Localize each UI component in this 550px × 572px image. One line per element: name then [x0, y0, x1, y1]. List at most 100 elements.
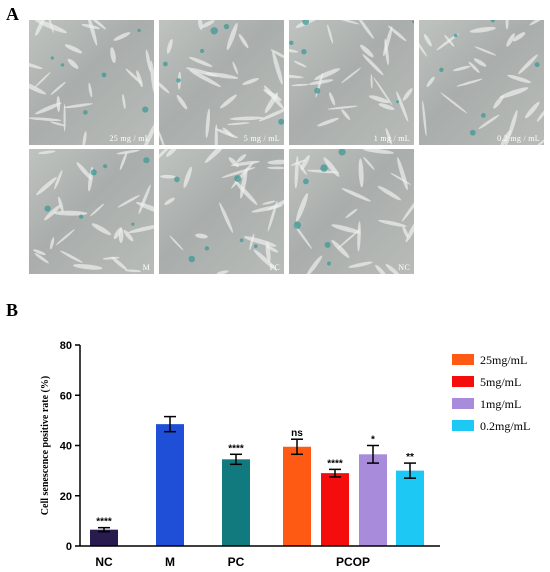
cell-shape — [81, 23, 101, 30]
cell-shape — [29, 117, 62, 122]
legend-label: 25mg/mL — [480, 353, 527, 367]
stained-cell — [204, 246, 210, 251]
stained-cell — [439, 67, 444, 72]
bar-5mg/mL — [321, 473, 349, 546]
cell-shape — [362, 149, 394, 154]
cell-shape — [401, 193, 414, 222]
bar-0.2mg/mL — [396, 470, 424, 546]
cell-shape — [436, 33, 459, 51]
stained-cell — [289, 40, 294, 45]
bar-PC — [222, 459, 250, 546]
cell-shape — [58, 196, 64, 213]
stained-cell — [320, 164, 328, 172]
cell-shape — [60, 250, 83, 263]
cell-shape — [229, 116, 264, 121]
cell-shape — [34, 72, 51, 88]
stained-cell — [338, 149, 346, 156]
y-tick-label: 20 — [60, 491, 72, 503]
cell-shape — [183, 166, 192, 188]
cell-shape — [291, 83, 310, 87]
cell-shape — [49, 121, 66, 127]
cell-shape — [234, 180, 258, 206]
cell-texture — [419, 20, 544, 145]
stained-cell — [50, 56, 54, 60]
cell-shape — [113, 32, 131, 41]
stained-cell — [103, 164, 108, 169]
micrograph-1mg: 1 mg / mL — [289, 20, 414, 145]
cell-shape — [508, 110, 518, 139]
cell-shape — [289, 48, 299, 53]
cell-shape — [36, 176, 57, 196]
cell-shape — [505, 20, 509, 30]
cell-shape — [63, 103, 93, 109]
cell-shape — [119, 151, 128, 171]
cell-shape — [272, 51, 283, 85]
cell-shape — [473, 58, 487, 67]
cell-shape — [296, 193, 308, 222]
cell-shape — [123, 229, 134, 242]
legend-label: 5mg/mL — [480, 375, 521, 389]
cell-shape — [329, 92, 336, 106]
cell-shape — [397, 157, 408, 191]
cell-shape — [314, 68, 341, 80]
cell-shape — [160, 174, 176, 179]
cell-shape — [205, 108, 211, 139]
cell-shape — [337, 228, 361, 249]
cell-shape — [341, 188, 371, 202]
cell-shape — [228, 157, 239, 168]
cell-shape — [327, 24, 334, 44]
cell-shape — [90, 203, 105, 217]
cell-shape — [295, 20, 325, 29]
cell-shape — [331, 239, 350, 258]
micrograph-25mg: 25 mg / mL — [29, 20, 154, 145]
cell-shape — [145, 49, 152, 72]
stained-cell — [327, 261, 331, 266]
stained-cell — [490, 20, 495, 23]
cell-shape — [468, 61, 480, 73]
cell-shape — [54, 170, 63, 190]
cell-shape — [294, 156, 299, 189]
cell-shape — [232, 61, 239, 75]
cell-shape — [35, 102, 62, 115]
cell-texture — [159, 149, 284, 274]
stained-cell — [234, 175, 242, 182]
cell-shape — [159, 128, 166, 145]
stained-cell — [302, 20, 310, 25]
cell-shape — [267, 194, 284, 211]
cell-shape — [249, 233, 255, 251]
stained-cell — [143, 157, 150, 164]
cell-shape — [300, 155, 310, 171]
cell-shape — [452, 65, 471, 72]
stained-cell — [131, 222, 135, 226]
legend-label: 0.2mg/mL — [480, 419, 530, 433]
cell-shape — [150, 60, 154, 94]
cell-shape — [33, 249, 46, 256]
cell-shape — [87, 20, 98, 46]
cell-shape — [102, 256, 120, 260]
legend-label: 1mg/mL — [480, 397, 521, 411]
cell-shape — [333, 20, 360, 25]
cell-shape — [378, 219, 407, 227]
cell-shape — [370, 74, 373, 89]
cell-shape — [357, 20, 374, 39]
stained-cell — [303, 178, 309, 185]
bar-NC — [90, 529, 118, 546]
cell-shape — [188, 56, 213, 67]
micrograph-label: M — [142, 263, 150, 272]
cell-shape — [533, 137, 544, 145]
cell-shape — [507, 74, 532, 83]
cell-shape — [405, 218, 414, 243]
cell-shape — [242, 78, 259, 85]
cell-shape — [67, 58, 79, 69]
stained-cell — [278, 118, 284, 125]
stained-cell — [188, 255, 196, 263]
cell-shape — [90, 20, 107, 30]
cell-shape — [44, 205, 61, 221]
micrograph-0-2mg: 0.2 mg / mL — [419, 20, 544, 145]
cell-shape — [362, 54, 384, 76]
stained-cell — [79, 214, 84, 219]
cell-shape — [267, 166, 284, 170]
stained-cell — [453, 33, 458, 38]
significance-label: **** — [96, 517, 112, 528]
cell-shape — [169, 235, 184, 251]
